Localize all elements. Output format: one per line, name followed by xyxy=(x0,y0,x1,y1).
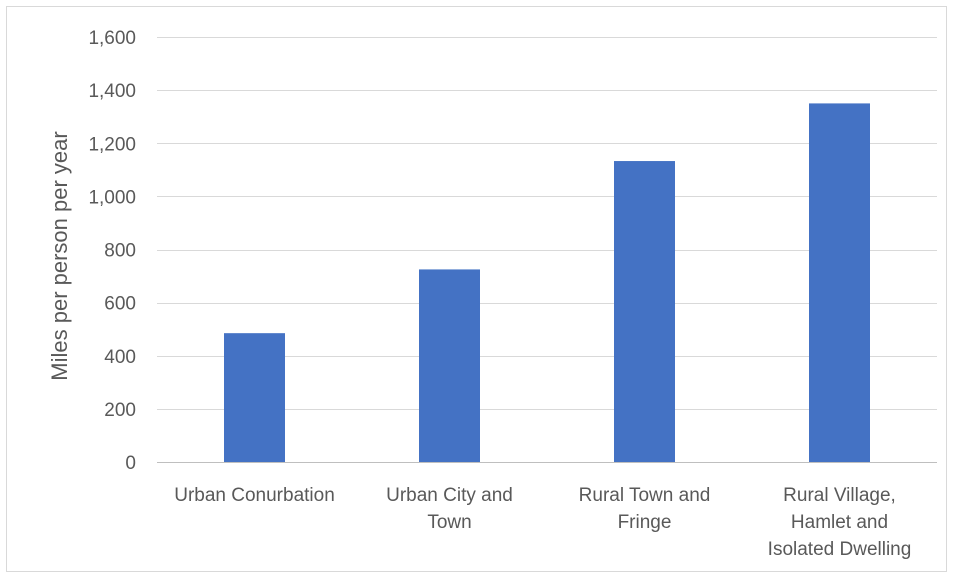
bars xyxy=(224,103,870,462)
y-tick-label: 1,600 xyxy=(88,28,136,49)
category-labels: Urban Conurbation Urban City and Town Rural… xyxy=(174,485,911,560)
category-label: Rural Village, xyxy=(783,485,896,506)
y-tick-labels: 0 200 400 600 800 1,000 1,200 1,400 1,600 xyxy=(88,28,136,474)
category-label: Rural Town and xyxy=(579,485,711,506)
category-label: Hamlet and xyxy=(791,512,888,533)
y-tick-label: 800 xyxy=(104,241,136,262)
y-tick-label: 1,200 xyxy=(88,134,136,155)
bar xyxy=(224,333,285,462)
y-tick-label: 1,400 xyxy=(88,81,136,102)
bar xyxy=(419,269,480,462)
y-axis-title: Miles per person per year xyxy=(47,131,72,380)
category-label: Fringe xyxy=(618,512,672,533)
y-tick-label: 400 xyxy=(104,347,136,368)
y-tick-label: 0 xyxy=(125,453,136,474)
y-tick-label: 600 xyxy=(104,294,136,315)
bar xyxy=(614,161,675,462)
category-label: Isolated Dwelling xyxy=(768,539,912,560)
y-tick-label: 1,000 xyxy=(88,187,136,208)
y-tick-label: 200 xyxy=(104,400,136,421)
bar xyxy=(809,103,870,462)
category-label: Urban City and xyxy=(386,485,513,506)
category-label: Town xyxy=(427,512,471,533)
category-label: Urban Conurbation xyxy=(174,485,335,506)
gridlines xyxy=(157,37,937,463)
